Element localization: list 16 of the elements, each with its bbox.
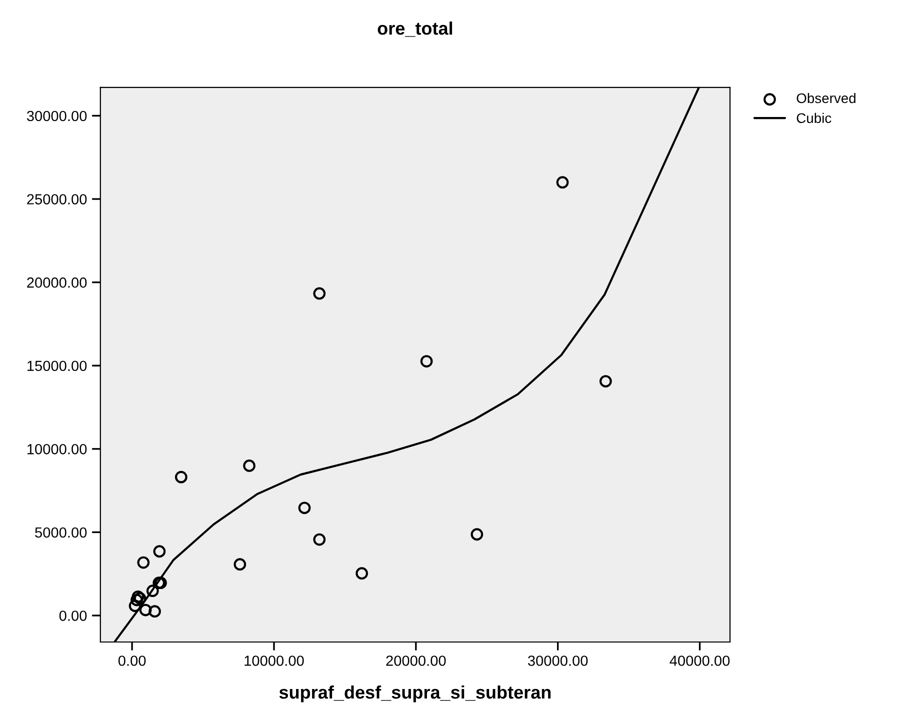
x-tick-label: 0.00 xyxy=(118,656,146,666)
x-tick-label: 20000.00 xyxy=(386,656,446,666)
y-tick-label: 30000.00 xyxy=(26,110,87,122)
x-tick-label: 40000.00 xyxy=(670,656,730,666)
y-tick-label: 10000.00 xyxy=(28,444,87,454)
y-tick-label: 0.00 xyxy=(59,610,87,621)
y-tick-label: 5000.00 xyxy=(35,527,87,538)
x-tick-label: 30000.00 xyxy=(528,656,588,666)
y-tick-label: 20000.00 xyxy=(27,277,87,288)
legend-label: Cubic xyxy=(796,112,832,124)
y-tick-label: 25000.00 xyxy=(27,194,87,204)
y-tick-label: 15000.00 xyxy=(28,360,87,372)
chart-title: ore_total xyxy=(378,22,452,37)
x-axis-title: supraf_desf_supra_si_subteran xyxy=(279,685,551,702)
legend-label: Observed xyxy=(796,92,856,104)
x-tick-label: 10000.00 xyxy=(244,656,304,666)
